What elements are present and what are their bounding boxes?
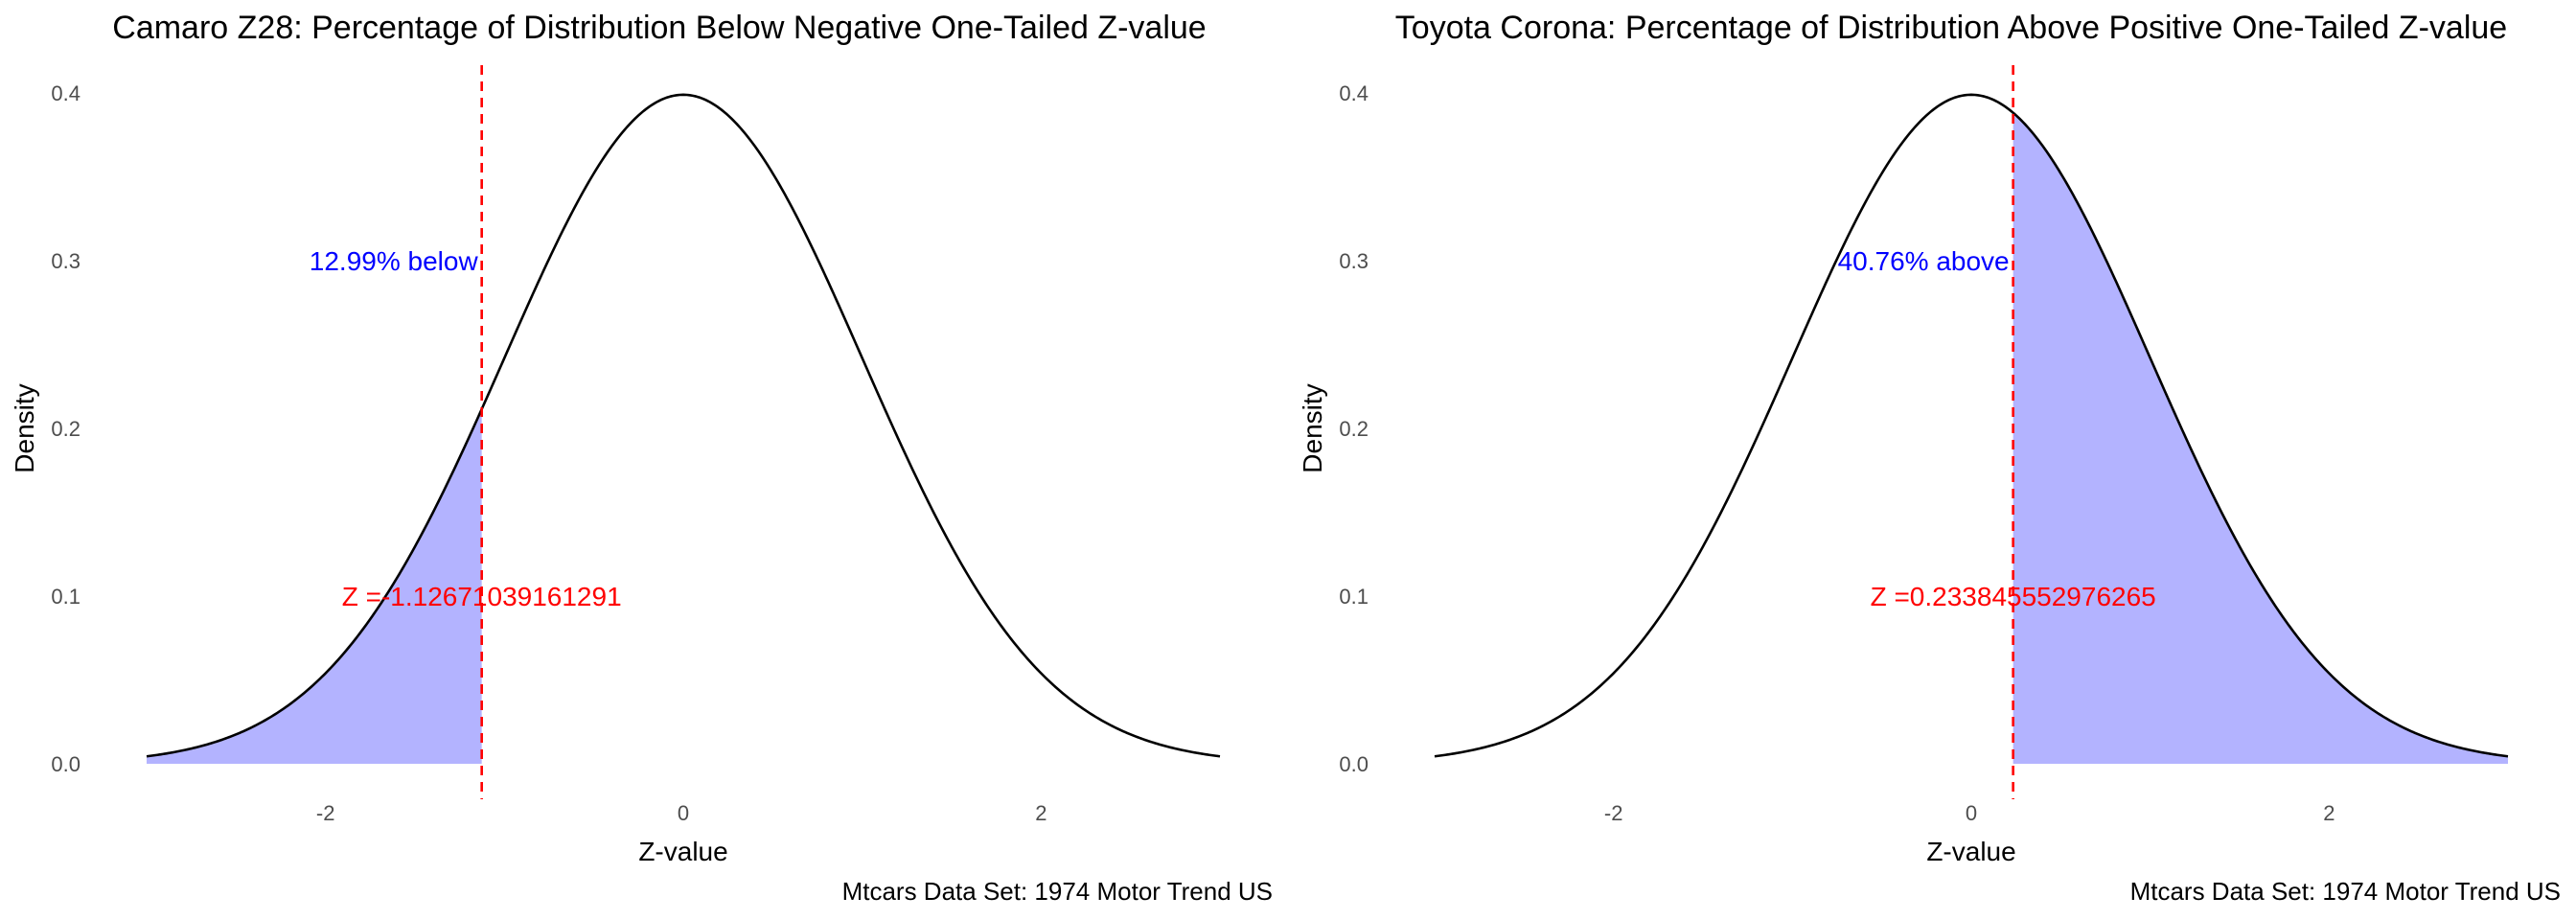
- y-tick-label: 0.1: [1339, 585, 1368, 609]
- y-tick-label: 0.1: [51, 585, 80, 609]
- chart-panel-camaro: Camaro Z28: Percentage of Distribution B…: [10, 10, 1273, 906]
- x-tick-label: 2: [2323, 801, 2334, 825]
- shaded-tail-area: [147, 408, 482, 764]
- y-tick-label: 0.0: [1339, 752, 1368, 776]
- density-curve: [146, 93, 1221, 758]
- z-value-annotation: Z =0.233845552976265: [1871, 582, 2156, 611]
- chart-panel-toyota: Toyota Corona: Percentage of Distributio…: [1288, 0, 2576, 920]
- shaded-tail-area: [2012, 112, 2508, 765]
- x-tick-label: 0: [1966, 801, 1977, 825]
- chart-title: Camaro Z28: Percentage of Distribution B…: [112, 10, 1206, 46]
- z-value-annotation: Z =-1.12671039161291: [342, 582, 622, 611]
- x-tick-label: -2: [316, 801, 335, 825]
- plot-area: 0.0 0.1 0.2 0.3 0.4 -2 0 2 40.76% above Z =0.2338…: [1339, 65, 2509, 825]
- y-tick-label: 0.4: [1339, 81, 1368, 105]
- y-axis-title: Density: [10, 383, 39, 472]
- density-curve: [1434, 93, 2509, 758]
- percent-annotation: 12.99% below: [310, 246, 479, 276]
- x-tick-label: -2: [1604, 801, 1623, 825]
- y-tick-label: 0.3: [51, 249, 80, 273]
- caption: Mtcars Data Set: 1974 Motor Trend US: [2130, 877, 2561, 906]
- y-tick-label: 0.4: [51, 81, 80, 105]
- x-axis-title: Z-value: [638, 837, 727, 866]
- y-tick-label: 0.2: [1339, 417, 1368, 441]
- y-tick-label: 0.0: [51, 752, 80, 776]
- chart-svg-camaro: Camaro Z28: Percentage of Distribution B…: [10, 10, 1273, 906]
- chart-title: Toyota Corona: Percentage of Distributio…: [1395, 10, 2507, 46]
- x-tick-label: 2: [1035, 801, 1046, 825]
- chart-svg-toyota: Toyota Corona: Percentage of Distributio…: [1298, 10, 2561, 906]
- x-axis-title: Z-value: [1926, 837, 2015, 866]
- percent-annotation: 40.76% above: [1838, 246, 2010, 276]
- y-tick-label: 0.3: [1339, 249, 1368, 273]
- x-tick-label: 0: [678, 801, 689, 825]
- caption: Mtcars Data Set: 1974 Motor Trend US: [842, 877, 1273, 906]
- y-tick-label: 0.2: [51, 417, 80, 441]
- y-axis-title: Density: [1298, 383, 1327, 472]
- plot-area: 0.0 0.1 0.2 0.3 0.4 -2 0 2 12.99% below Z =-1.126…: [51, 65, 1221, 825]
